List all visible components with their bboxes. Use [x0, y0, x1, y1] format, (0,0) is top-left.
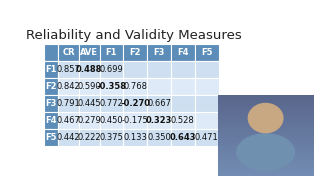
- Text: 0.467: 0.467: [57, 116, 81, 125]
- Bar: [44, 95, 58, 112]
- Bar: [44, 44, 58, 61]
- Bar: [171, 44, 195, 61]
- Bar: [147, 44, 171, 61]
- Text: 0.222: 0.222: [77, 133, 101, 142]
- Text: F2: F2: [130, 48, 141, 57]
- Bar: [147, 95, 171, 112]
- Text: 0.442: 0.442: [57, 133, 80, 142]
- Bar: [171, 129, 195, 146]
- Bar: [79, 78, 100, 95]
- Text: 0.857: 0.857: [57, 65, 81, 74]
- Bar: [44, 78, 58, 95]
- Bar: [124, 112, 147, 129]
- Bar: [58, 61, 79, 78]
- Text: F3: F3: [153, 48, 165, 57]
- Bar: [44, 61, 58, 78]
- Bar: [124, 44, 147, 61]
- Text: 0.643: 0.643: [170, 133, 196, 142]
- Text: 0.350: 0.350: [147, 133, 171, 142]
- Bar: [147, 112, 171, 129]
- Text: F2: F2: [45, 82, 57, 91]
- Bar: [100, 44, 124, 61]
- Bar: [195, 44, 219, 61]
- Bar: [79, 95, 100, 112]
- Bar: [147, 78, 171, 95]
- Bar: [79, 129, 100, 146]
- Text: 0.699: 0.699: [100, 65, 123, 74]
- Ellipse shape: [237, 134, 294, 170]
- Text: 0.279: 0.279: [77, 116, 101, 125]
- Text: -0.270: -0.270: [120, 99, 150, 108]
- Bar: [100, 129, 124, 146]
- Text: 0.528: 0.528: [171, 116, 195, 125]
- Bar: [58, 129, 79, 146]
- Bar: [124, 95, 147, 112]
- Bar: [100, 61, 124, 78]
- Text: F1: F1: [45, 65, 57, 74]
- Text: 0.133: 0.133: [123, 133, 147, 142]
- Bar: [171, 61, 195, 78]
- Bar: [58, 112, 79, 129]
- Text: 0.842: 0.842: [57, 82, 80, 91]
- Text: 0.445: 0.445: [77, 99, 101, 108]
- Bar: [58, 95, 79, 112]
- Bar: [195, 61, 219, 78]
- Text: F5: F5: [201, 48, 212, 57]
- Bar: [124, 61, 147, 78]
- Text: 0.667: 0.667: [147, 99, 171, 108]
- Text: F3: F3: [45, 99, 57, 108]
- Bar: [171, 95, 195, 112]
- Bar: [195, 129, 219, 146]
- Bar: [58, 78, 79, 95]
- Bar: [171, 112, 195, 129]
- Bar: [147, 129, 171, 146]
- Bar: [44, 112, 58, 129]
- Bar: [195, 112, 219, 129]
- Bar: [124, 78, 147, 95]
- Text: CR: CR: [62, 48, 75, 57]
- Text: 0.791: 0.791: [57, 99, 80, 108]
- Bar: [100, 95, 124, 112]
- Text: F1: F1: [106, 48, 117, 57]
- Bar: [79, 61, 100, 78]
- Bar: [124, 129, 147, 146]
- Text: -0.175: -0.175: [122, 116, 149, 125]
- Text: -0.358: -0.358: [97, 82, 126, 91]
- Text: 0.590: 0.590: [77, 82, 101, 91]
- Bar: [171, 78, 195, 95]
- Bar: [79, 112, 100, 129]
- Text: Reliability and Validity Measures: Reliability and Validity Measures: [26, 28, 242, 42]
- Bar: [79, 44, 100, 61]
- Text: 0.768: 0.768: [123, 82, 147, 91]
- Bar: [100, 112, 124, 129]
- Bar: [147, 61, 171, 78]
- Bar: [100, 78, 124, 95]
- Text: 0.323: 0.323: [146, 116, 172, 125]
- Circle shape: [248, 103, 283, 133]
- Bar: [195, 78, 219, 95]
- Text: 0.471: 0.471: [195, 133, 219, 142]
- Bar: [195, 95, 219, 112]
- Text: AVE: AVE: [80, 48, 98, 57]
- Bar: [58, 44, 79, 61]
- Bar: [44, 129, 58, 146]
- Text: F5: F5: [45, 133, 57, 142]
- Text: F4: F4: [45, 116, 57, 125]
- Text: 0.488: 0.488: [76, 65, 102, 74]
- Text: 0.375: 0.375: [100, 133, 124, 142]
- Text: 0.450: 0.450: [100, 116, 123, 125]
- Text: 0.772: 0.772: [100, 99, 124, 108]
- Text: F4: F4: [177, 48, 188, 57]
